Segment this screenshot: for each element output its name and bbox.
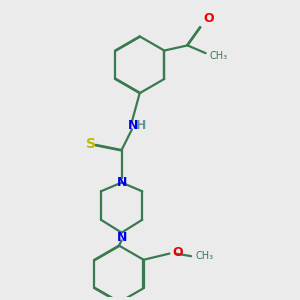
Text: O: O — [203, 12, 214, 25]
Text: S: S — [85, 137, 96, 151]
Text: O: O — [172, 246, 183, 259]
Text: CH₃: CH₃ — [210, 51, 228, 61]
Text: CH₃: CH₃ — [195, 251, 213, 261]
Text: N: N — [116, 176, 127, 189]
Text: H: H — [136, 119, 146, 132]
Text: N: N — [116, 231, 127, 244]
Text: N: N — [128, 119, 138, 132]
